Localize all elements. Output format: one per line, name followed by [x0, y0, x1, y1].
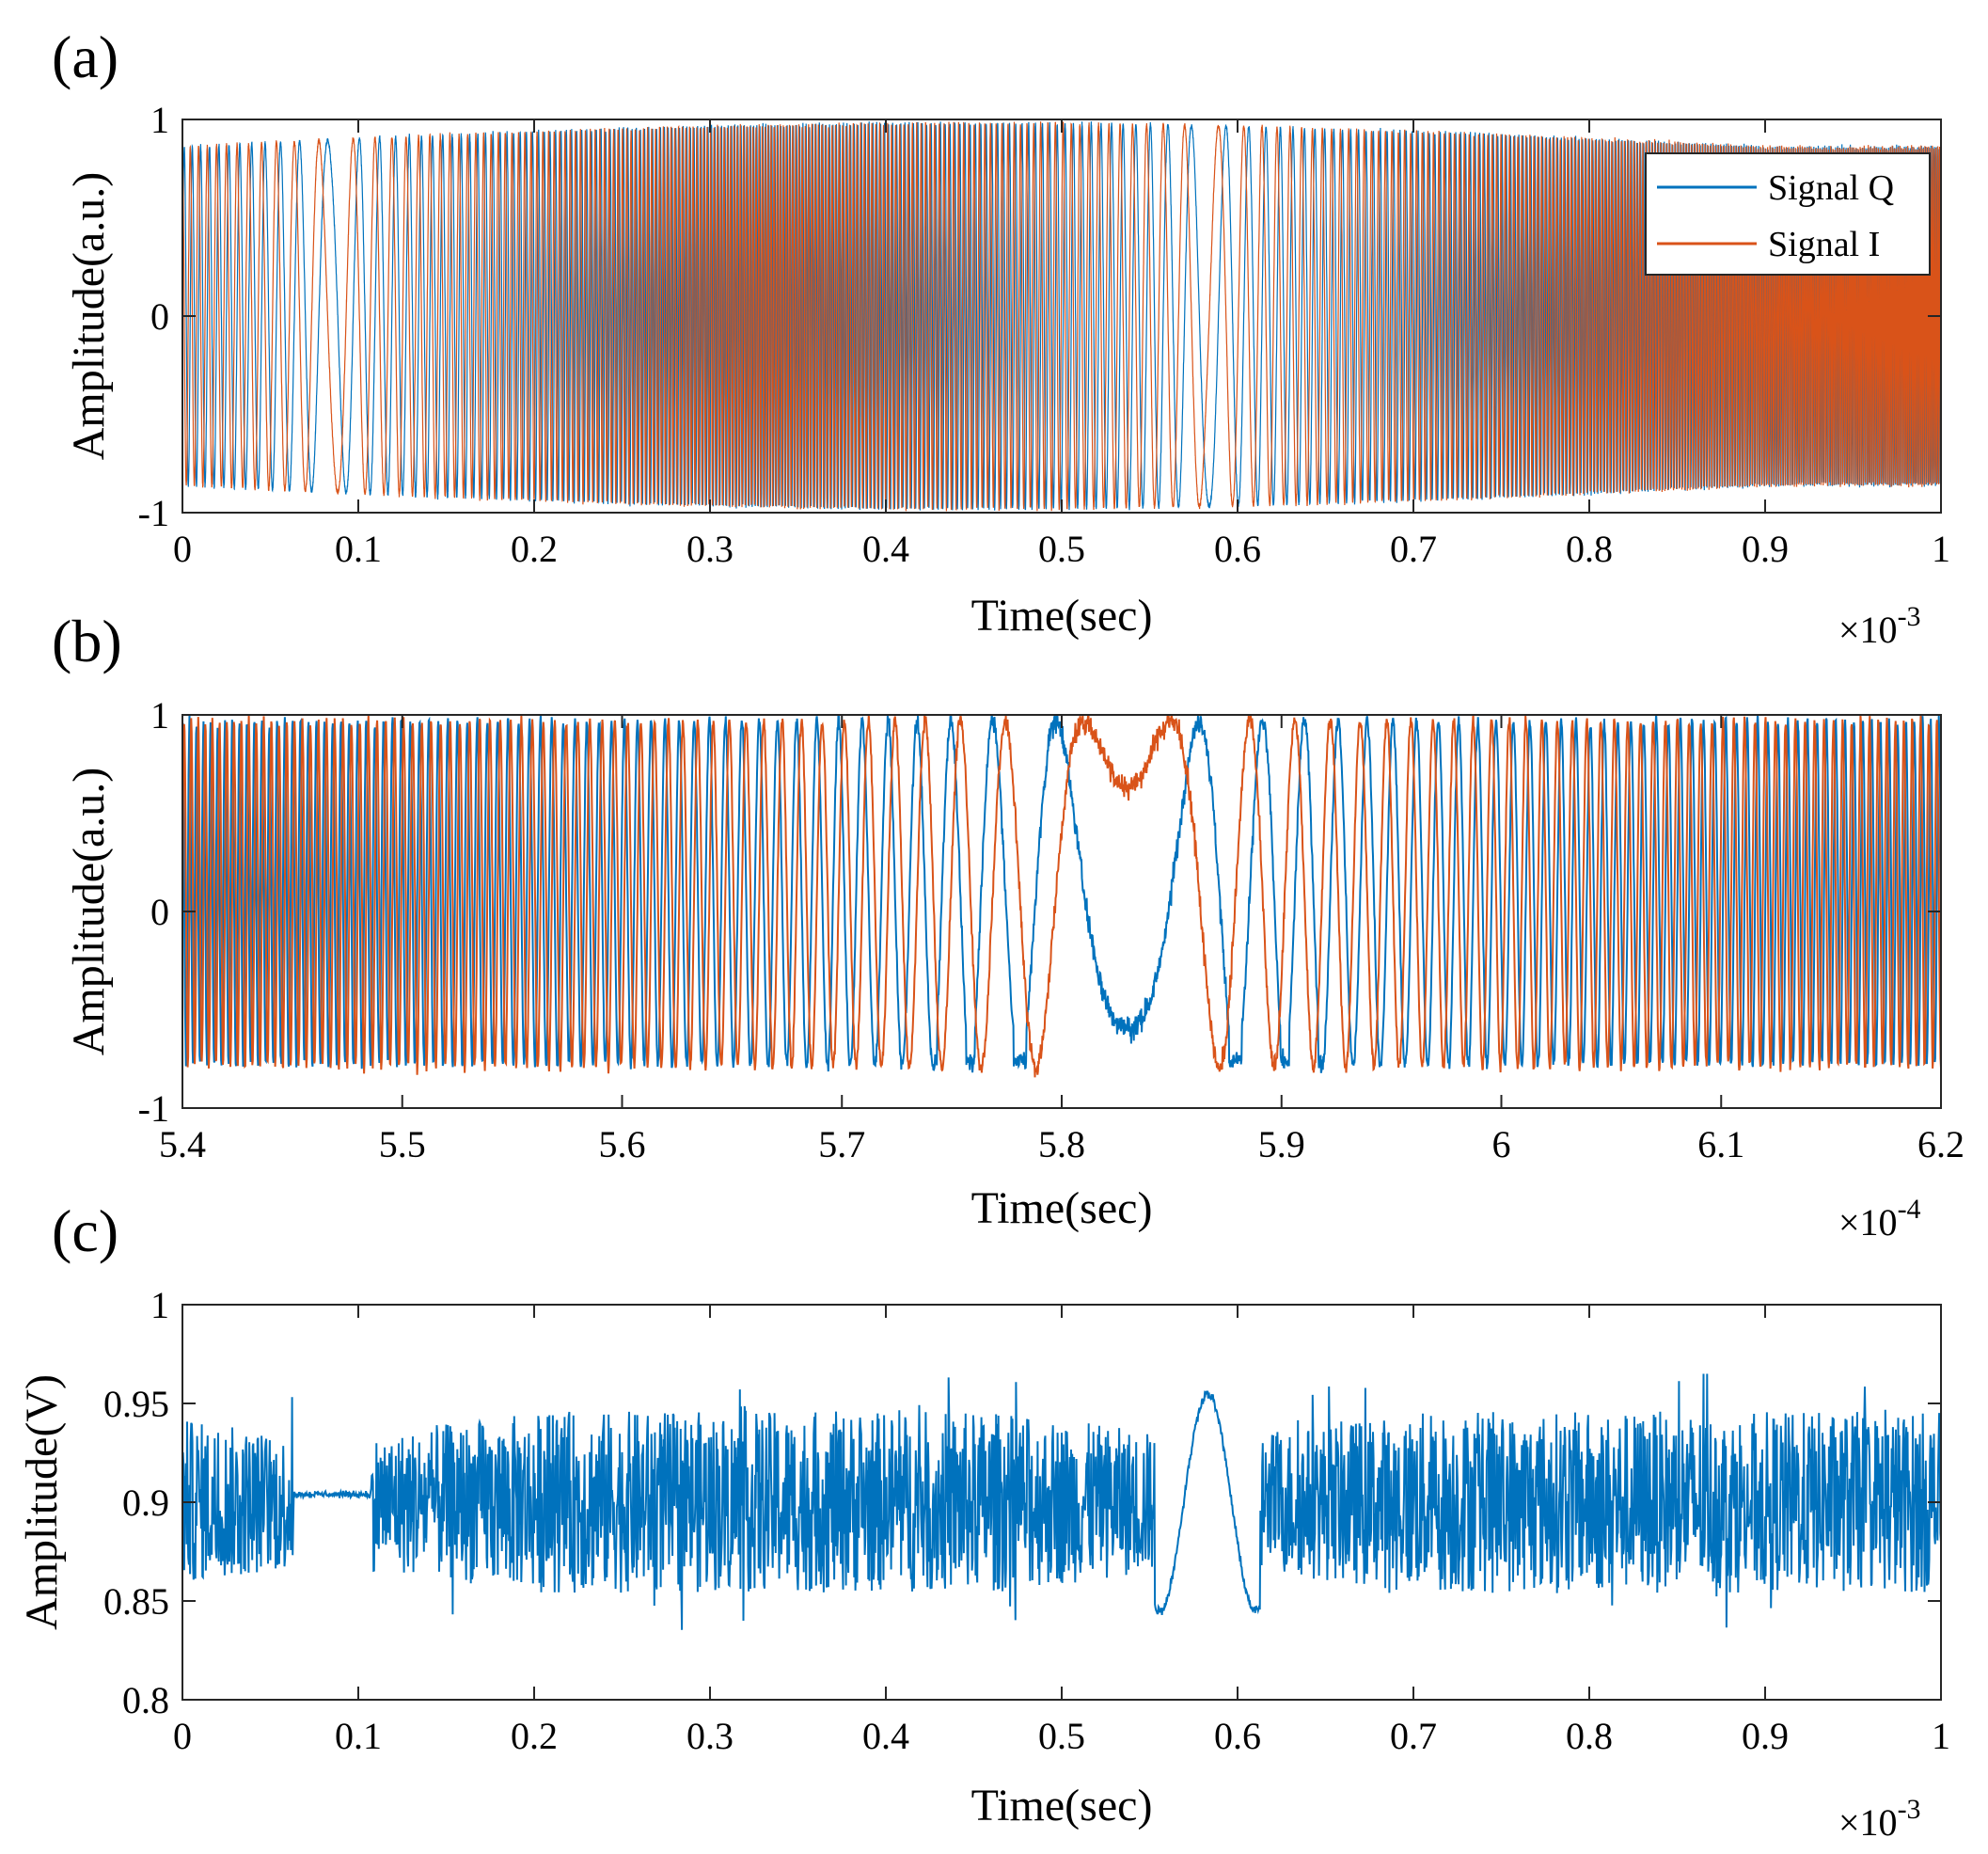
series-amplitude [182, 1373, 1941, 1630]
series-signal-i [182, 121, 1941, 512]
x-tick-label: 1 [1932, 1715, 1950, 1757]
x-tick-label: 0.3 [686, 1715, 734, 1757]
x-tick-label: 5.8 [1038, 1123, 1085, 1165]
x-tick-label: 0.2 [511, 1715, 558, 1757]
x-tick-label: 5.4 [159, 1123, 206, 1165]
x-tick-label: 5.6 [599, 1123, 646, 1165]
x-tick-label: 6.1 [1697, 1123, 1744, 1165]
x-tick-label: 5.5 [379, 1123, 426, 1165]
xlabel-b: Time(sec) [971, 1183, 1153, 1233]
y-tick-label: 0 [150, 295, 169, 338]
x-multiplier-a: ×10-3 [1838, 601, 1921, 651]
x-tick-label: 0.5 [1038, 1715, 1085, 1757]
x-tick-label: 0.5 [1038, 528, 1085, 570]
x-tick-label: 0.4 [862, 1715, 909, 1757]
plot-a-area [182, 121, 1941, 512]
x-tick-label: 0.1 [335, 1715, 382, 1757]
x-multiplier-b: ×10-4 [1838, 1194, 1921, 1244]
plot-c-area [182, 1373, 1941, 1630]
y-tick-label: 0.95 [103, 1383, 169, 1425]
panel-a: (a) 0 0.1 0.2 0.3 0.4 0.5 0.6 0.7 0.8 0.9 1-101 Ti… [52, 24, 1950, 651]
y-tick-label: 1 [150, 694, 169, 737]
panel-c: (c) 0 0.1 0.2 0.3 0.4 0.5 0.6 0.7 0.8 0.9 1 0.8 0.85… [17, 1197, 1950, 1844]
x-tick-label: 0.6 [1214, 528, 1261, 570]
ticks-a: 0 0.1 0.2 0.3 0.4 0.5 0.6 0.7 0.8 0.9 1-101 [138, 99, 1950, 570]
xlabel-c: Time(sec) [971, 1781, 1153, 1830]
panel-b: (b) 5.4 5.5 5.6 5.7 5.8 5.9 6 6.1 6.2 -1 0 1 Time(s… [52, 608, 1964, 1244]
y-tick-label: -1 [138, 492, 169, 534]
legend-label-q: Signal Q [1768, 168, 1894, 208]
legend-box [1645, 152, 1931, 276]
legend: Signal Q Signal I [1645, 152, 1931, 276]
xlabel-a: Time(sec) [971, 591, 1153, 641]
x-tick-label: 0.4 [862, 528, 909, 570]
panel-c-label: (c) [52, 1197, 118, 1264]
series-signal-q [182, 715, 1941, 1073]
x-tick-label: 6 [1492, 1123, 1511, 1165]
x-tick-label: 0.7 [1390, 528, 1437, 570]
x-tick-label: 5.9 [1258, 1123, 1305, 1165]
y-tick-label: 0.9 [122, 1482, 169, 1524]
x-tick-label: 0.3 [686, 528, 734, 570]
x-tick-label: 0 [173, 1715, 192, 1757]
ticks-c: 0 0.1 0.2 0.3 0.4 0.5 0.6 0.7 0.8 0.9 1 0.8 0.85 0.9 0… [103, 1284, 1950, 1757]
series-signal-i [182, 715, 1941, 1078]
y-tick-label: -1 [138, 1087, 169, 1130]
legend-label-i: Signal I [1768, 225, 1880, 264]
x-tick-label: 0.9 [1742, 528, 1789, 570]
ylabel-a: Amplitude(a.u.) [64, 172, 114, 461]
y-tick-label: 1 [150, 99, 169, 141]
y-tick-label: 0 [150, 891, 169, 933]
x-tick-label: 0 [173, 528, 192, 570]
x-tick-label: 0.6 [1214, 1715, 1261, 1757]
x-tick-label: 1 [1932, 528, 1950, 570]
x-tick-label: 0.1 [335, 528, 382, 570]
panel-b-label: (b) [52, 608, 122, 674]
x-tick-label: 6.2 [1917, 1123, 1964, 1165]
panel-a-label: (a) [52, 24, 118, 90]
ylabel-b: Amplitude(a.u.) [64, 768, 114, 1056]
x-tick-label: 0.2 [511, 528, 558, 570]
x-tick-label: 0.8 [1566, 1715, 1613, 1757]
x-tick-label: 0.8 [1566, 528, 1613, 570]
x-tick-label: 0.7 [1390, 1715, 1437, 1757]
y-tick-label: 0.8 [122, 1679, 169, 1721]
ylabel-c: Amplitude(V) [17, 1374, 67, 1630]
y-tick-label: 1 [150, 1284, 169, 1326]
x-multiplier-c: ×10-3 [1838, 1794, 1921, 1844]
plot-b-area [182, 715, 1941, 1078]
x-tick-label: 5.7 [818, 1123, 865, 1165]
x-tick-label: 0.9 [1742, 1715, 1789, 1757]
y-tick-label: 0.85 [103, 1580, 169, 1623]
ticks-b: 5.4 5.5 5.6 5.7 5.8 5.9 6 6.1 6.2 -1 0 1 [138, 694, 1964, 1165]
